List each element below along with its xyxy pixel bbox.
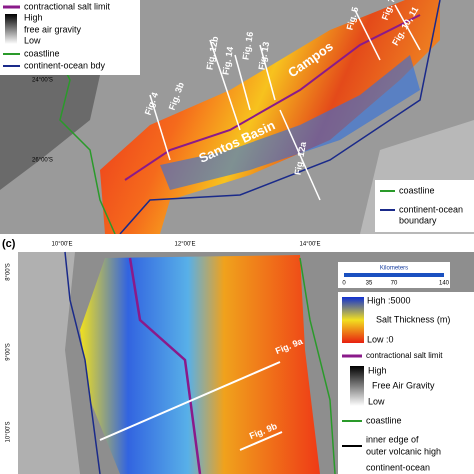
map-label: Fig. 14: [220, 46, 235, 76]
scale-tick-label: 0: [342, 281, 346, 287]
map-label: Fig. 16: [240, 31, 255, 61]
panel-label: (c): [2, 238, 16, 250]
coastline: [299, 257, 336, 474]
section-line: [239, 431, 283, 451]
top-map: contractional salt limit High free air g…: [0, 0, 474, 235]
legend-label: boundary: [399, 215, 437, 225]
legend-label: continent-ocean: [366, 462, 430, 472]
lon-label: 14°00'E: [300, 242, 321, 248]
continent-ocean-boundary: [64, 251, 101, 474]
section-line: [99, 361, 281, 441]
legend-label: continent-ocean bdy: [24, 60, 106, 70]
legend-label: free air gravity: [24, 24, 82, 34]
lon-label: 12°00'E: [175, 242, 196, 248]
scale-title: Kilometers: [380, 266, 408, 272]
legend-box: [0, 0, 140, 75]
legend-label: coastline: [24, 48, 60, 58]
scale-tick-label: 140: [439, 281, 450, 287]
legend-label: outer volcanic high: [366, 446, 441, 456]
salt-thickness: [80, 255, 320, 474]
legend-label: Low :0: [367, 334, 394, 344]
legend-label: High: [368, 365, 387, 375]
legend-label: coastline: [399, 185, 435, 195]
lon-label: 10°00'E: [52, 242, 73, 248]
legend-label: Salt Thickness (m): [376, 314, 450, 324]
gravity-high: [18, 252, 80, 474]
legend-label: Low: [368, 396, 385, 406]
gravity-blue: [160, 55, 420, 190]
scale-tick-label: 70: [391, 281, 398, 287]
legend-label: continent-ocean: [399, 204, 463, 214]
bottom-map: (c) 10°00'E 12°00'E 14°00'E 8°00'S 9°00'…: [0, 234, 474, 474]
legend-gravity-swatch: [5, 14, 17, 44]
legend-label: coastline: [366, 415, 402, 425]
legend2-box: [375, 180, 474, 232]
continent-ocean-boundary: [119, 0, 441, 235]
legend-label: Low: [24, 35, 41, 45]
legend-label: contractional salt limit: [366, 351, 443, 360]
legend-gravity-swatch: [350, 366, 364, 406]
salt-swatch: [342, 297, 364, 343]
lat-label: 9°00'S: [6, 343, 12, 361]
legend-label: Free Air Gravity: [372, 380, 435, 390]
scale-bar: [344, 273, 444, 277]
legend-label: contractional salt limit: [24, 1, 111, 11]
lat-label: 24°00'S: [32, 78, 53, 84]
scale-tick-label: 35: [366, 281, 373, 287]
legend-label: High :5000: [367, 295, 411, 305]
legend-label: inner edge of: [366, 434, 419, 444]
lat-label: 8°00'S: [6, 263, 12, 281]
scale-ticks: 0 35 70 140: [342, 281, 449, 287]
lat-label: 26°00'S: [32, 158, 53, 164]
legend-label: High: [24, 12, 43, 22]
section-lines: [149, 4, 421, 201]
lat-label: 10°00'S: [6, 422, 12, 443]
salt-limit: [128, 257, 202, 474]
map-label: Fig. 13: [256, 41, 271, 71]
